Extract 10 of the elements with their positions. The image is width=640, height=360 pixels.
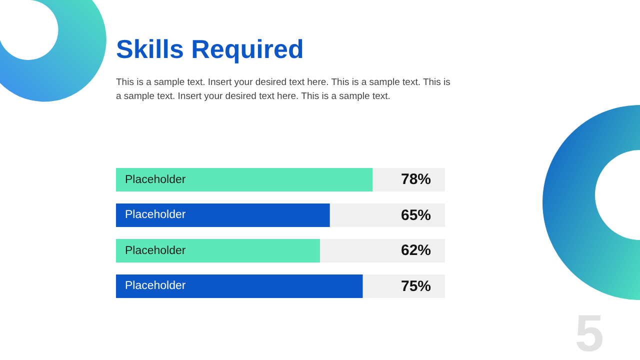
chart-subtitle: This is a sample text. Insert your desired text here. This is a sample text. This is a sample text. Insert your desired text here. This is a sample text.: [116, 76, 452, 104]
data-label: 78%: [401, 171, 432, 188]
chart-title: Skills Required: [116, 34, 304, 65]
y-tick-label: Placeholder: [125, 280, 186, 292]
y-tick-label: Placeholder: [125, 245, 186, 257]
data-label: 75%: [401, 278, 432, 295]
y-tick-label: Placeholder: [125, 209, 186, 221]
y-tick-label: Placeholder: [125, 174, 186, 186]
data-label: 65%: [401, 207, 432, 224]
data-label: 62%: [401, 242, 432, 259]
